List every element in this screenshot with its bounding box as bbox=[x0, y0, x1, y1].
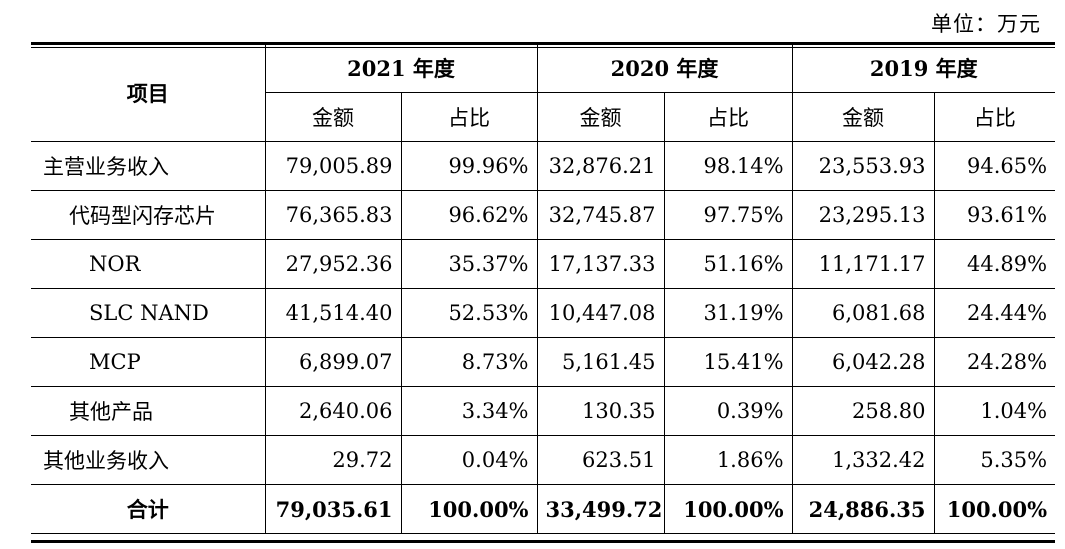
amount-cell: 6,081.68 bbox=[791, 288, 935, 338]
ratio-cell: 0.39% bbox=[663, 386, 793, 436]
amount-cell: 41,514.40 bbox=[264, 288, 402, 338]
amount-cell: 27,952.36 bbox=[264, 239, 402, 289]
amount-cell: 130.35 bbox=[536, 386, 665, 436]
total-ratio-cell: 100.00% bbox=[400, 484, 538, 534]
total-row: 合计 79,035.61 100.00% 33,499.72 100.00% 2… bbox=[31, 484, 1056, 534]
ratio-header: 占比 bbox=[933, 92, 1056, 142]
amount-cell: 32,876.21 bbox=[536, 141, 665, 191]
table-row: 代码型闪存芯片 76,365.83 96.62% 32,745.87 97.75… bbox=[31, 190, 1056, 240]
ratio-cell: 94.65% bbox=[933, 141, 1056, 191]
ratio-cell: 1.86% bbox=[663, 435, 793, 485]
amount-cell: 5,161.45 bbox=[536, 337, 665, 387]
amount-cell: 258.80 bbox=[791, 386, 935, 436]
amount-cell: 23,295.13 bbox=[791, 190, 935, 240]
table-row: 其他产品 2,640.06 3.34% 130.35 0.39% 258.80 … bbox=[31, 386, 1056, 436]
amount-cell: 76,365.83 bbox=[264, 190, 402, 240]
ratio-cell: 51.16% bbox=[663, 239, 793, 289]
unit-label: 单位：万元 bbox=[931, 12, 1041, 36]
ratio-header: 占比 bbox=[400, 92, 538, 142]
ratio-cell: 44.89% bbox=[933, 239, 1056, 289]
amount-cell: 10,447.08 bbox=[536, 288, 665, 338]
total-amount-cell: 79,035.61 bbox=[264, 484, 402, 534]
total-ratio-cell: 100.00% bbox=[663, 484, 793, 534]
amount-cell: 2,640.06 bbox=[264, 386, 402, 436]
year-header-2019: 2019 年度 bbox=[791, 43, 1056, 93]
table-row: 主营业务收入 79,005.89 99.96% 32,876.21 98.14%… bbox=[31, 141, 1056, 191]
ratio-cell: 24.44% bbox=[933, 288, 1056, 338]
revenue-table: 项目 2021 年度 2020 年度 2019 年度 金额 占比 金额 占比 金… bbox=[31, 43, 1056, 534]
ratio-cell: 98.14% bbox=[663, 141, 793, 191]
ratio-cell: 35.37% bbox=[400, 239, 538, 289]
ratio-cell: 15.41% bbox=[663, 337, 793, 387]
ratio-cell: 8.73% bbox=[400, 337, 538, 387]
table-row: MCP 6,899.07 8.73% 5,161.45 15.41% 6,042… bbox=[31, 337, 1056, 387]
table-row: NOR 27,952.36 35.37% 17,137.33 51.16% 11… bbox=[31, 239, 1056, 289]
ratio-header: 占比 bbox=[663, 92, 793, 142]
ratio-cell: 31.19% bbox=[663, 288, 793, 338]
ratio-cell: 24.28% bbox=[933, 337, 1056, 387]
amount-cell: 6,899.07 bbox=[264, 337, 402, 387]
amount-cell: 623.51 bbox=[536, 435, 665, 485]
amount-header: 金额 bbox=[791, 92, 935, 142]
ratio-cell: 5.35% bbox=[933, 435, 1056, 485]
amount-header: 金额 bbox=[265, 92, 402, 142]
table-row: SLC NAND 41,514.40 52.53% 10,447.08 31.1… bbox=[31, 288, 1056, 338]
ratio-cell: 1.04% bbox=[933, 386, 1056, 436]
total-ratio-cell: 100.00% bbox=[933, 484, 1056, 534]
ratio-cell: 96.62% bbox=[400, 190, 538, 240]
ratio-cell: 93.61% bbox=[933, 190, 1056, 240]
total-amount-cell: 33,499.72 bbox=[536, 484, 665, 534]
header-row-subcols: 金额 占比 金额 占比 金额 占比 bbox=[31, 92, 1056, 142]
total-label: 合计 bbox=[31, 484, 266, 534]
item-column-header: 项目 bbox=[31, 43, 266, 142]
row-label: SLC NAND bbox=[31, 288, 266, 338]
row-label: MCP bbox=[31, 337, 266, 387]
ratio-cell: 97.75% bbox=[663, 190, 793, 240]
amount-cell: 29.72 bbox=[264, 435, 402, 485]
header-row-years: 项目 2021 年度 2020 年度 2019 年度 bbox=[31, 43, 1056, 142]
ratio-cell: 3.34% bbox=[400, 386, 538, 436]
year-header-2020: 2020 年度 bbox=[536, 43, 793, 93]
amount-cell: 1,332.42 bbox=[791, 435, 935, 485]
amount-cell: 6,042.28 bbox=[791, 337, 935, 387]
amount-cell: 79,005.89 bbox=[264, 141, 402, 191]
ratio-cell: 0.04% bbox=[400, 435, 538, 485]
amount-cell: 23,553.93 bbox=[791, 141, 935, 191]
amount-header: 金额 bbox=[536, 92, 665, 142]
amount-cell: 11,171.17 bbox=[791, 239, 935, 289]
amount-cell: 32,745.87 bbox=[536, 190, 665, 240]
total-amount-cell: 24,886.35 bbox=[791, 484, 935, 534]
year-header-2021: 2021 年度 bbox=[264, 43, 538, 93]
table-row: 其他业务收入 29.72 0.04% 623.51 1.86% 1,332.42… bbox=[31, 435, 1056, 485]
row-label: NOR bbox=[31, 239, 266, 289]
row-label: 主营业务收入 bbox=[31, 141, 266, 191]
bottom-rule bbox=[31, 540, 1055, 543]
row-label: 代码型闪存芯片 bbox=[31, 190, 266, 240]
row-label: 其他业务收入 bbox=[31, 435, 266, 485]
amount-cell: 17,137.33 bbox=[536, 239, 665, 289]
row-label: 其他产品 bbox=[31, 386, 266, 436]
ratio-cell: 99.96% bbox=[400, 141, 538, 191]
ratio-cell: 52.53% bbox=[400, 288, 538, 338]
